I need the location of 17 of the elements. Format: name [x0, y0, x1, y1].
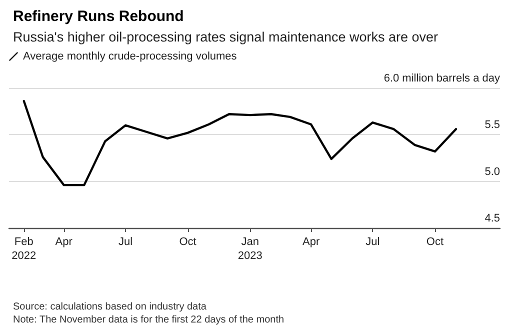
y-tick-label: 5.0 [484, 166, 500, 178]
x-tick-label: Jul [118, 236, 133, 248]
x-tick-label: Oct [426, 236, 444, 248]
x-tick-label: Oct [179, 236, 196, 248]
x-tick-label: Jul [366, 236, 380, 248]
x-tick-label: Feb 2022 [12, 236, 36, 262]
legend-label: Average monthly crude-processing volumes [23, 50, 238, 62]
x-tick-label: Apr [302, 236, 320, 248]
source-note: Source: calculations based on industry data [13, 302, 207, 312]
y-tick-label: 6.0 million barrels a day [384, 72, 500, 84]
y-tick-label: 4.5 [484, 212, 500, 224]
chart-subtitle: Russia's higher oil-processing rates signal maintenance works are over [13, 30, 439, 44]
text: Note: The November data is for the first 22 days of the month [13, 314, 284, 326]
x-tick-label: Apr [55, 236, 73, 248]
y-tick-label: 5.5 [484, 119, 500, 132]
x-tick-label: Jan 2023 [238, 236, 262, 262]
chart-title: Refinery Runs Rebound [13, 8, 184, 25]
